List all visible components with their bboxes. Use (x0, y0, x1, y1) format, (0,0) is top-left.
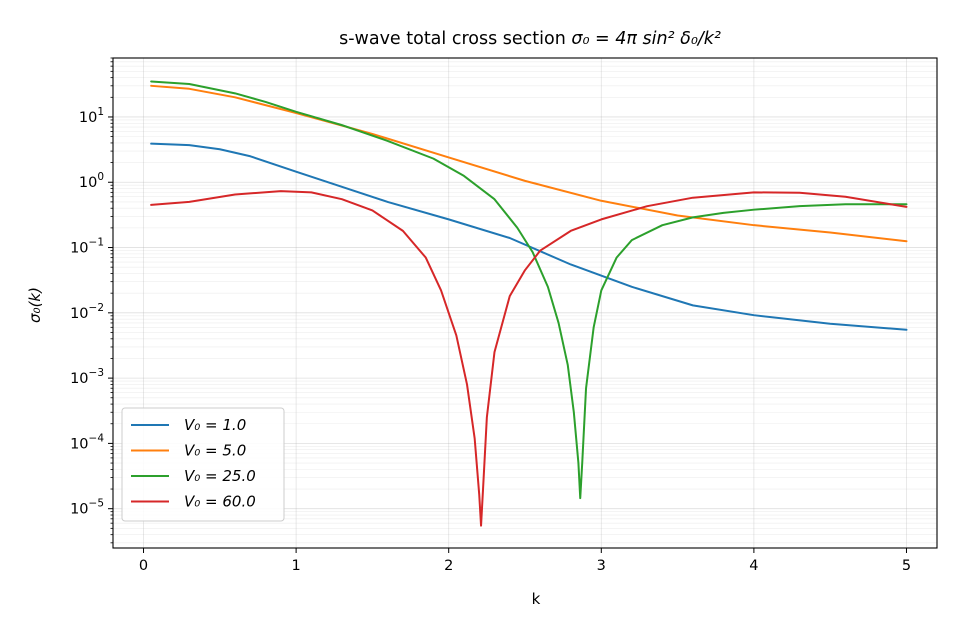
x-tick-label: 4 (749, 558, 758, 574)
x-tick-label: 2 (444, 558, 453, 574)
series-line (150, 190, 908, 527)
y-tick-label: 101 (79, 106, 104, 126)
legend-label: V₀ = 25.0 (184, 467, 256, 485)
y-tick-label: 10−2 (70, 302, 104, 322)
x-axis: 0 1 2 3 4 5 (139, 548, 911, 574)
x-tick-label: 3 (597, 558, 606, 574)
y-tick-label: 10−5 (70, 498, 104, 518)
legend-label: V₀ = 5.0 (184, 442, 246, 460)
x-tick-label: 0 (139, 558, 148, 574)
y-axis: 10−5 10−4 10−3 10−2 10−1 100 101 (70, 57, 113, 544)
legend-box (121, 407, 285, 522)
x-tick-label: 5 (902, 558, 911, 574)
y-tick-label: 10−3 (70, 367, 104, 387)
y-tick-label: 100 (79, 171, 104, 191)
x-tick-label: 1 (291, 558, 300, 574)
y-tick-label: 10−1 (70, 237, 104, 257)
y-axis-label: σ₀(k) (26, 287, 44, 323)
series-line (150, 142, 908, 331)
legend-label: V₀ = 60.0 (184, 493, 256, 511)
series-layer (150, 80, 908, 527)
legend-label: V₀ = 1.0 (184, 416, 246, 434)
series-line (150, 84, 908, 243)
y-tick-label: 10−4 (70, 432, 104, 452)
x-axis-label: k (532, 590, 541, 608)
series-line (150, 80, 908, 500)
legend: V₀ = 1.0 V₀ = 5.0 V₀ = 25.0 V₀ = 60.0 (121, 407, 285, 522)
chart-title: s-wave total cross section σ₀ = 4π sin² … (339, 29, 721, 49)
plot-frame (112, 57, 938, 549)
